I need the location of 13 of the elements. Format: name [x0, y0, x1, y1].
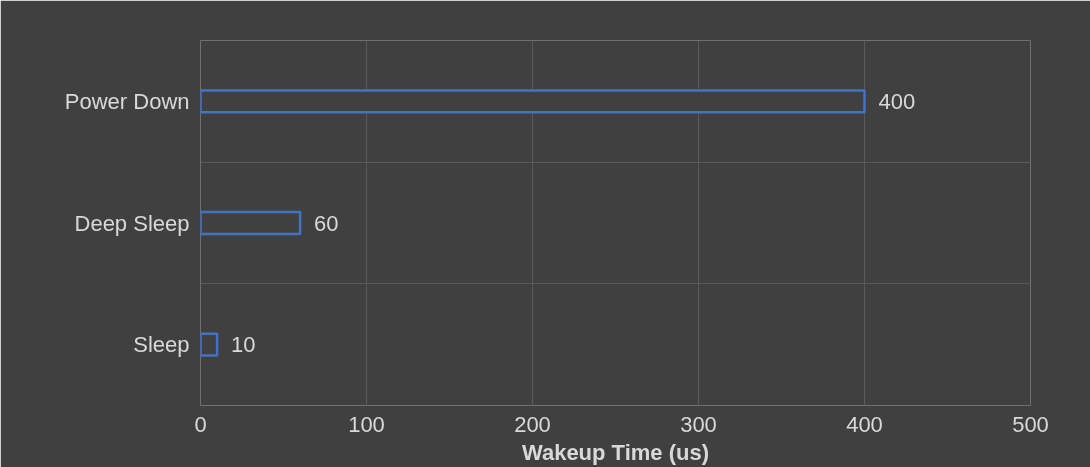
- data-label: 400: [878, 88, 916, 114]
- data-label: 60: [314, 210, 339, 236]
- y-tick-label: Deep Sleep: [74, 210, 190, 236]
- data-label: 10: [231, 332, 256, 358]
- x-tick-label: 300: [680, 411, 717, 437]
- x-tick-label: 500: [1012, 411, 1049, 437]
- x-axis-title: Wakeup Time (us): [521, 439, 710, 465]
- x-tick-label: 400: [846, 411, 883, 437]
- y-tick-label: Sleep: [133, 332, 190, 358]
- y-tick-label: Power Down: [64, 88, 190, 114]
- x-tick-label: 0: [194, 411, 207, 437]
- x-tick-label: 200: [514, 411, 551, 437]
- x-tick-label: 100: [348, 411, 385, 437]
